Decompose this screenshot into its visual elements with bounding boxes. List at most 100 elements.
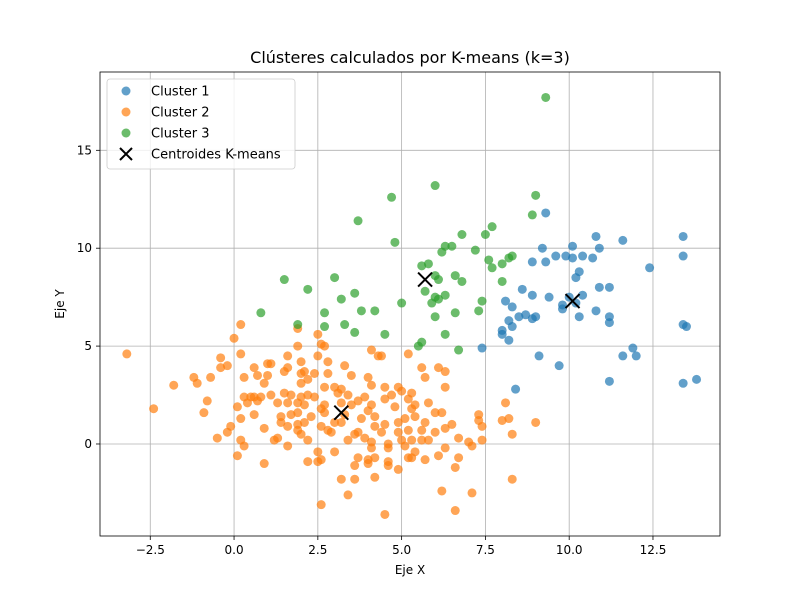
cluster-2-point: [323, 369, 333, 379]
cluster-2-point: [273, 398, 283, 408]
cluster-3-point: [457, 229, 467, 239]
x-tick-label: 2.5: [308, 543, 327, 557]
x-tick-label: 12.5: [640, 543, 667, 557]
cluster-2-point: [437, 408, 447, 418]
cluster-3-point: [454, 345, 464, 355]
cluster-2-point: [199, 408, 209, 418]
cluster-2-point: [266, 359, 276, 369]
data-points: [122, 92, 702, 519]
cluster-2-point: [383, 461, 393, 471]
cluster-2-point: [467, 441, 477, 451]
cluster-1-point: [568, 241, 578, 251]
cluster-1-point: [477, 343, 487, 353]
cluster-1-point: [527, 257, 537, 267]
cluster-2-point: [202, 396, 212, 406]
cluster-2-point: [373, 351, 383, 361]
cluster-2-point: [336, 417, 346, 427]
cluster-3-point: [420, 286, 430, 296]
cluster-2-point: [383, 443, 393, 453]
cluster-1-point: [578, 290, 588, 300]
cluster-1-point: [678, 251, 688, 261]
cluster-1-point: [571, 273, 581, 283]
cluster-2-point: [363, 459, 373, 469]
cluster-3-point: [340, 320, 350, 330]
legend-marker-cluster-2: [121, 107, 131, 117]
cluster-2-point: [440, 423, 450, 433]
cluster-3-point: [440, 290, 450, 300]
cluster-2-point: [303, 435, 313, 445]
cluster-3-point: [531, 190, 541, 200]
cluster-2-point: [283, 351, 293, 361]
cluster-1-point: [507, 322, 517, 332]
cluster-2-point: [253, 370, 263, 380]
cluster-1-point: [541, 208, 551, 218]
cluster-2-point: [343, 435, 353, 445]
cluster-2-point: [467, 488, 477, 498]
cluster-1-point: [591, 306, 601, 316]
cluster-3-point: [293, 320, 303, 330]
legend-marker-cluster-3: [121, 128, 131, 138]
cluster-3-point: [430, 181, 440, 191]
cluster-3-point: [353, 216, 363, 226]
cluster-2-point: [296, 369, 306, 379]
cluster-2-point: [407, 404, 417, 414]
cluster-3-point: [350, 288, 360, 298]
cluster-2-point: [320, 382, 330, 392]
cluster-2-point: [360, 433, 370, 443]
cluster-1-point: [521, 310, 531, 320]
cluster-2-point: [273, 433, 283, 443]
cluster-2-point: [346, 400, 356, 410]
cluster-2-point: [249, 410, 259, 420]
cluster-1-point: [618, 235, 628, 245]
cluster-2-point: [430, 427, 440, 437]
y-tick-label: 0: [84, 437, 92, 451]
cluster-2-point: [316, 455, 326, 465]
cluster-1-point: [554, 361, 564, 371]
cluster-3-point: [477, 296, 487, 306]
chart-title: Clústeres calculados por K-means (k=3): [250, 48, 570, 67]
centroid-marker: [564, 293, 581, 309]
cluster-3-point: [417, 261, 427, 271]
cluster-2-point: [360, 392, 370, 402]
cluster-2-point: [437, 486, 447, 496]
x-tick-label: 5.0: [392, 543, 411, 557]
cluster-1-point: [574, 312, 584, 322]
cluster-2-point: [450, 506, 460, 516]
cluster-2-point: [313, 329, 323, 339]
legend-label: Centroides K-means: [151, 148, 281, 163]
cluster-2-point: [403, 425, 413, 435]
legend-label: Cluster 2: [151, 106, 210, 121]
cluster-3-point: [450, 308, 460, 318]
cluster-2-point: [206, 372, 216, 382]
cluster-2-point: [430, 408, 440, 418]
cluster-3-point: [397, 298, 407, 308]
cluster-1-point: [588, 253, 598, 263]
cluster-2-point: [286, 390, 296, 400]
cluster-1-point: [591, 231, 601, 241]
legend-label: Cluster 3: [151, 127, 210, 142]
cluster-1-point: [527, 290, 537, 300]
cluster-3-point: [450, 271, 460, 281]
x-axis-ticks: −2.5 0.0 2.5 5.0 7.5 10.0 12.5: [136, 536, 667, 557]
cluster-2-point: [222, 427, 232, 437]
cluster-2-point: [236, 349, 246, 359]
centroid-marker: [417, 271, 433, 288]
cluster-2-point: [507, 429, 517, 439]
cluster-3-point: [497, 276, 507, 286]
cluster-2-point: [450, 462, 460, 472]
cluster-2-point: [353, 427, 363, 437]
cluster-2-point: [296, 378, 306, 388]
cluster-1-point: [681, 322, 691, 332]
cluster-2-point: [387, 390, 397, 400]
cluster-2-point: [393, 464, 403, 474]
cluster-2-point: [407, 453, 417, 463]
y-tick-label: 15: [77, 143, 92, 157]
cluster-1-point: [594, 282, 604, 292]
cluster-2-point: [353, 453, 363, 463]
cluster-2-point: [353, 396, 363, 406]
cluster-2-point: [417, 435, 427, 445]
cluster-1-point: [507, 302, 517, 312]
cluster-2-point: [320, 341, 330, 351]
cluster-2-point: [236, 320, 246, 330]
